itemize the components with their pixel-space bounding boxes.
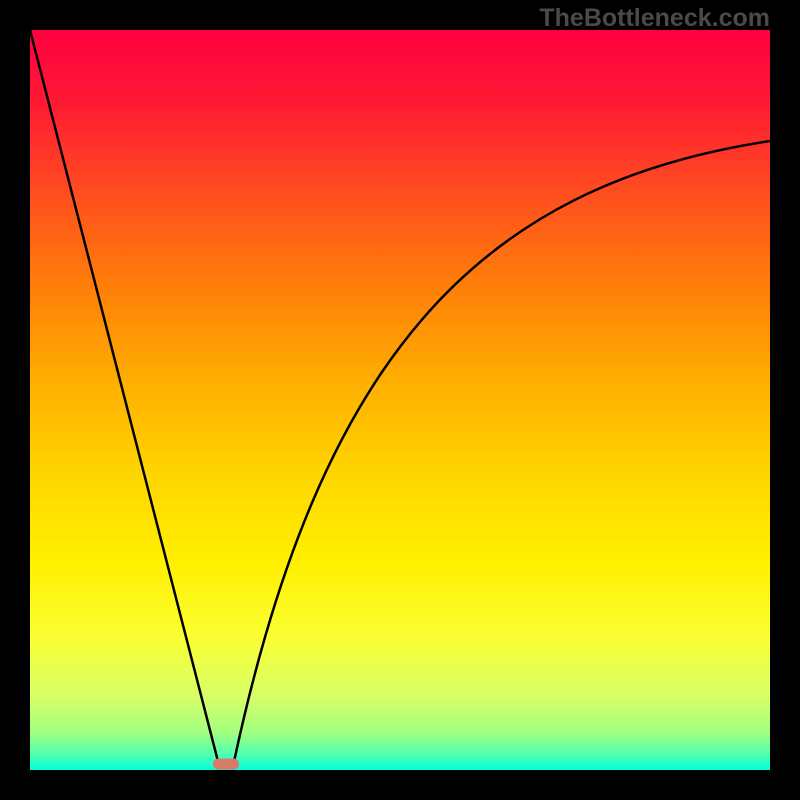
curve-right-branch bbox=[234, 141, 771, 764]
curve-overlay bbox=[0, 0, 800, 800]
curve-left-branch bbox=[30, 30, 219, 764]
watermark-text: TheBottleneck.com bbox=[539, 4, 770, 33]
minimum-marker bbox=[213, 759, 239, 770]
marker-pill bbox=[213, 759, 239, 770]
chart-container: TheBottleneck.com bbox=[0, 0, 800, 800]
